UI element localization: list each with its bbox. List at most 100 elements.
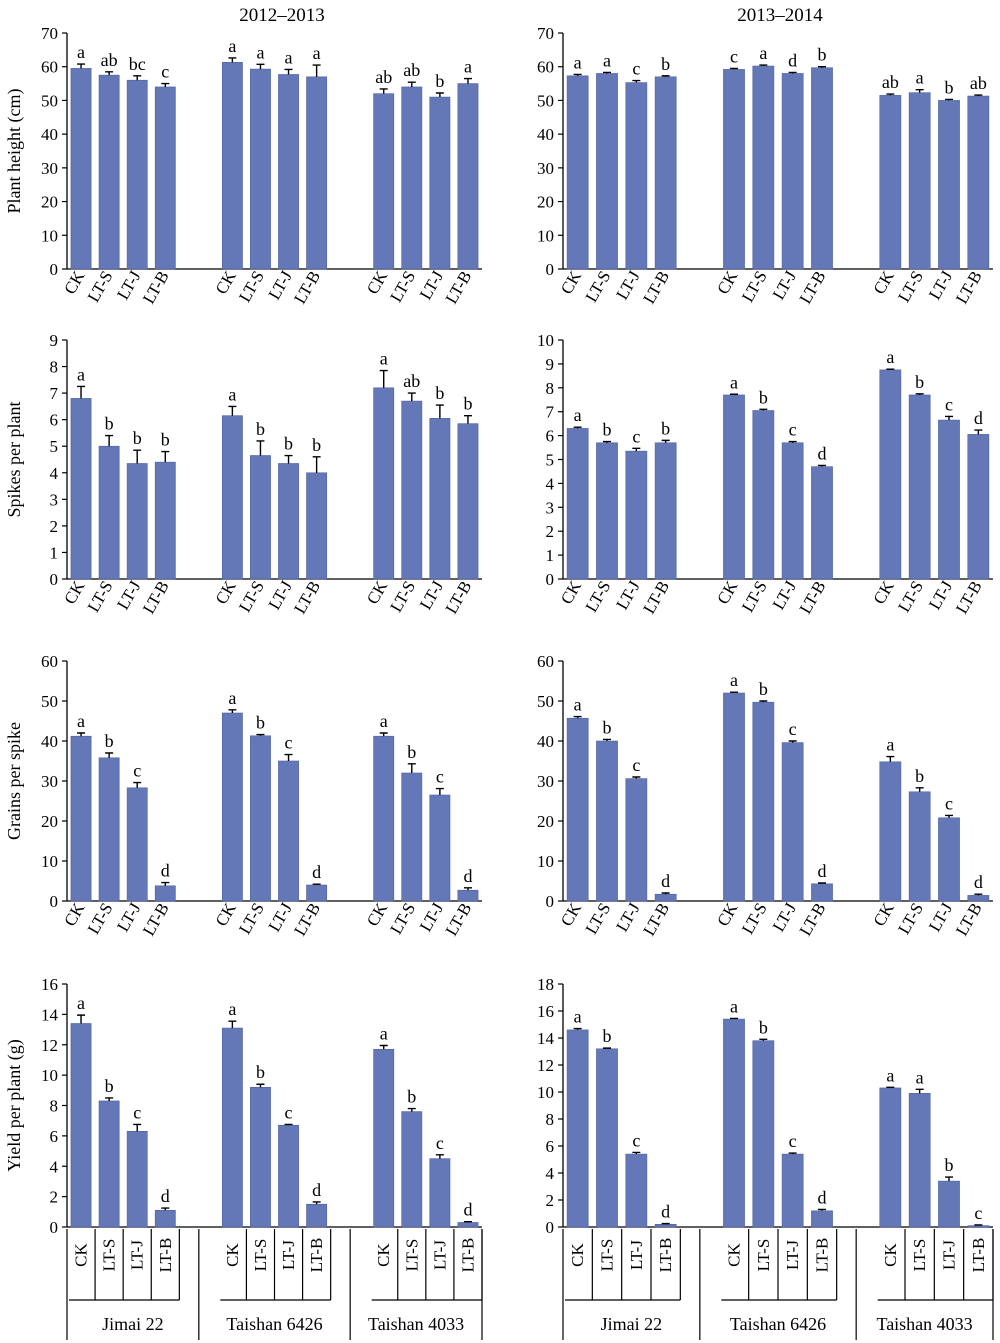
- x-tick-label: LT-B: [139, 578, 173, 618]
- x-tick-label: LT-J: [279, 1240, 298, 1270]
- significance-label: d: [818, 443, 827, 463]
- error-bar: [603, 1047, 611, 1049]
- significance-label: d: [161, 1186, 170, 1206]
- bar: [70, 1023, 92, 1228]
- error-bar: [759, 700, 768, 703]
- y-tick-label: 8: [50, 358, 59, 377]
- bar: [457, 423, 479, 580]
- x-tick-label: LT-S: [582, 900, 615, 938]
- error-bar: [407, 1107, 416, 1112]
- error-bar: [945, 98, 953, 101]
- significance-label: d: [463, 866, 472, 886]
- error-bar: [632, 1151, 641, 1155]
- y-tick-label: 4: [546, 474, 555, 493]
- bar: [221, 1027, 243, 1228]
- y-tick-label: 1: [546, 546, 555, 565]
- bar: [723, 692, 745, 902]
- y-tick-label: 0: [50, 570, 59, 589]
- significance-label: b: [161, 430, 170, 450]
- x-tick-label: LT-J: [627, 1240, 646, 1270]
- bar: [306, 76, 328, 270]
- bar: [457, 889, 479, 902]
- significance-label: c: [161, 62, 169, 82]
- x-tick-label: LT-B: [639, 900, 673, 940]
- significance-label: b: [105, 414, 114, 434]
- bar: [250, 1086, 271, 1228]
- y-tick-label: 50: [41, 692, 58, 711]
- bar: [278, 760, 299, 902]
- error-bar: [818, 464, 826, 467]
- error-bar: [632, 79, 641, 83]
- significance-label: a: [228, 384, 236, 404]
- error-bar: [77, 1014, 86, 1024]
- significance-label: d: [974, 872, 983, 892]
- error-bar: [788, 1152, 797, 1155]
- y-tick-label: 60: [537, 652, 554, 671]
- error-bar: [818, 66, 826, 68]
- x-tick-label: LT-S: [386, 578, 419, 616]
- y-tick-label: 12: [41, 1036, 58, 1055]
- y-tick-label: 30: [537, 772, 554, 791]
- bar: [879, 369, 902, 580]
- bar: [70, 68, 92, 270]
- bar: [306, 884, 328, 902]
- x-tick-label: LT-B: [139, 268, 173, 308]
- significance-label: d: [818, 861, 827, 881]
- error-bar: [256, 440, 265, 456]
- significance-label: a: [77, 993, 85, 1013]
- bar: [879, 95, 902, 270]
- error-bar: [661, 75, 670, 77]
- significance-label: c: [789, 719, 797, 739]
- y-tick-label: 8: [50, 1097, 59, 1116]
- y-tick-label: 40: [41, 125, 58, 144]
- significance-label: a: [886, 347, 894, 367]
- significance-label: a: [759, 43, 767, 63]
- y-tick-label: 50: [537, 692, 554, 711]
- error-bar: [435, 92, 444, 98]
- bar: [908, 92, 931, 270]
- significance-label: c: [789, 420, 797, 440]
- x-tick-label: LT-S: [738, 578, 771, 616]
- bar: [154, 86, 176, 270]
- significance-label: a: [574, 52, 582, 72]
- x-tick-label: LT-B: [796, 268, 830, 308]
- significance-label: b: [945, 1155, 954, 1175]
- y-tick-label: 0: [546, 1218, 555, 1237]
- significance-label: a: [886, 1065, 894, 1085]
- bar: [938, 1180, 960, 1228]
- significance-label: b: [105, 731, 114, 751]
- y-tick-label: 10: [537, 331, 554, 350]
- bar: [654, 76, 677, 270]
- significance-label: b: [463, 394, 472, 414]
- significance-label: a: [730, 372, 738, 392]
- error-bar: [256, 63, 265, 70]
- column-title-left: 2012–2013: [239, 5, 325, 26]
- error-bar: [133, 75, 142, 81]
- bar: [221, 712, 243, 902]
- significance-label: ab: [403, 371, 420, 391]
- x-tick-label: LT-S: [235, 578, 268, 616]
- error-bar: [228, 57, 237, 63]
- significance-label: b: [915, 372, 924, 392]
- significance-label: a: [464, 57, 472, 77]
- significance-label: a: [380, 711, 388, 731]
- error-bar: [661, 439, 670, 443]
- error-bar: [228, 1020, 237, 1029]
- error-bar: [407, 81, 416, 87]
- error-bar: [256, 733, 265, 736]
- y-tick-label: 40: [537, 732, 554, 751]
- significance-label: c: [945, 394, 953, 414]
- chart-panel: 0 2 4 6 8 10 12 14 16 Yield per plant (g) a CK b LT-S…: [4, 975, 483, 1300]
- significance-label: c: [632, 59, 640, 79]
- significance-label: a: [380, 349, 388, 369]
- x-tick-label: LT-B: [952, 268, 986, 308]
- error-bar: [407, 392, 416, 402]
- error-bar: [759, 408, 768, 411]
- x-tick-label: LT-B: [139, 900, 173, 940]
- error-bar: [945, 1176, 953, 1182]
- error-bar: [886, 368, 895, 370]
- y-tick-label: 20: [537, 812, 554, 831]
- significance-label: b: [915, 766, 924, 786]
- y-tick-label: 0: [50, 892, 59, 911]
